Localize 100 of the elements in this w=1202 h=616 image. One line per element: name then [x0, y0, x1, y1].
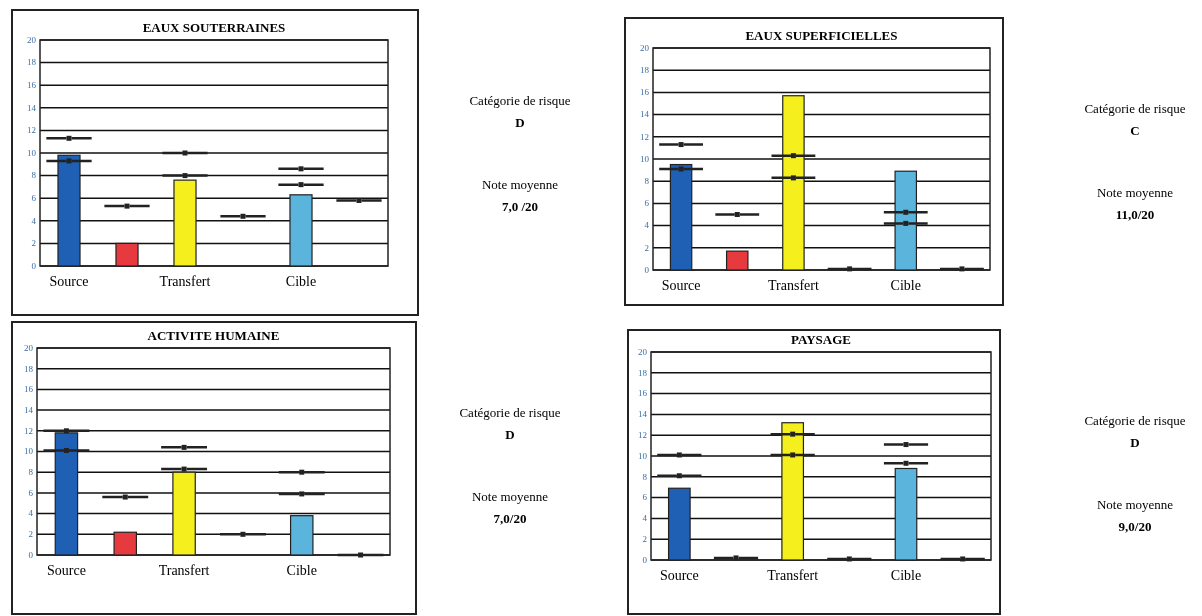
point: [240, 213, 246, 219]
y-tick-label: 0: [28, 549, 34, 560]
y-tick-label: 0: [642, 554, 648, 565]
y-tick-label: 12: [638, 430, 647, 441]
x-tick-label: Source: [659, 568, 699, 583]
point: [734, 212, 740, 217]
y-tick-label: 12: [24, 425, 33, 436]
y-tick-label: 18: [640, 65, 650, 76]
y-tick-label: 8: [28, 467, 34, 478]
chart-title: EAUX SUPERFICIELLES: [745, 28, 898, 43]
y-tick-label: 20: [24, 342, 34, 353]
y-tick-label: 10: [27, 147, 37, 158]
point: [678, 142, 684, 148]
y-tick-label: 14: [640, 109, 650, 120]
y-tick-label: 10: [638, 450, 648, 461]
text: 7,0 /20: [501, 199, 539, 214]
point: [358, 552, 364, 558]
chart-title: ACTIVITE HUMAINE: [147, 328, 280, 343]
y-tick-label: 6: [644, 198, 650, 209]
x-tick-label: Transfert: [159, 274, 211, 289]
point: [903, 460, 909, 466]
x-tick-label: Source: [661, 278, 701, 293]
chart-title: EAUX SOUTERRAINES: [142, 20, 286, 35]
y-tick-label: 14: [24, 404, 34, 415]
text: C: [1130, 123, 1140, 138]
y-tick-label: 6: [31, 193, 37, 204]
text: D: [505, 427, 515, 442]
text: Note moyenne: [1096, 497, 1174, 512]
y-tick-label: 18: [638, 367, 648, 378]
point: [299, 469, 305, 475]
text: D: [1130, 435, 1140, 450]
x-tick-label: Cible: [285, 274, 317, 289]
text: Note moyenne: [1096, 185, 1174, 200]
text: Catégorie de risque: [459, 405, 561, 420]
point: [182, 150, 188, 156]
point: [298, 182, 304, 188]
y-tick-label: 16: [24, 384, 34, 395]
y-tick-label: 16: [640, 87, 650, 98]
y-tick-label: 6: [28, 487, 34, 498]
y-tick-label: 2: [31, 238, 36, 249]
point: [960, 556, 966, 562]
point: [240, 531, 246, 537]
point: [790, 175, 796, 181]
point: [122, 494, 128, 500]
y-tick-label: 8: [31, 170, 37, 181]
point: [63, 428, 69, 434]
y-tick-label: 12: [640, 131, 649, 142]
text: 9,0/20: [1118, 519, 1152, 534]
text: Note moyenne: [471, 489, 549, 504]
point: [181, 444, 187, 450]
y-tick-label: 20: [638, 346, 648, 357]
point: [790, 431, 796, 437]
x-tick-label: Source: [49, 274, 89, 289]
y-tick-label: 20: [27, 34, 37, 45]
point: [182, 173, 188, 179]
point: [678, 166, 684, 172]
point: [903, 209, 909, 215]
y-tick-label: 2: [644, 242, 649, 253]
x-tick-label: Cible: [890, 278, 921, 293]
y-tick-label: 8: [642, 471, 648, 482]
y-tick-label: 4: [31, 215, 37, 226]
point: [676, 473, 682, 479]
point: [846, 556, 852, 562]
chart-title: PAYSAGE: [791, 332, 851, 347]
y-tick-label: 8: [644, 176, 650, 187]
y-tick-label: 18: [24, 363, 34, 374]
text: 11,0/20: [1115, 207, 1155, 222]
x-tick-label: Transfert: [767, 568, 819, 583]
point: [63, 447, 69, 453]
y-tick-label: 12: [27, 125, 36, 136]
point: [733, 555, 739, 561]
point: [959, 266, 965, 272]
text: 7,0/20: [493, 511, 527, 526]
point: [676, 452, 682, 458]
y-tick-label: 20: [640, 42, 650, 53]
y-tick-label: 0: [31, 260, 37, 271]
point: [356, 197, 362, 203]
y-tick-label: 2: [642, 534, 647, 545]
point: [903, 220, 909, 226]
point: [181, 466, 187, 472]
point: [299, 491, 305, 497]
point: [66, 158, 72, 164]
y-tick-label: 0: [644, 264, 650, 275]
text: Note moyenne: [481, 177, 559, 192]
x-tick-label: Transfert: [158, 563, 210, 578]
y-tick-label: 16: [27, 80, 37, 91]
point: [790, 153, 796, 159]
y-tick-label: 6: [642, 492, 648, 503]
y-tick-label: 2: [28, 529, 33, 540]
x-tick-label: Cible: [890, 568, 922, 583]
point: [790, 452, 796, 458]
point: [847, 266, 853, 272]
y-tick-label: 4: [28, 508, 34, 519]
point: [903, 442, 909, 448]
point: [298, 166, 304, 172]
y-tick-label: 16: [638, 388, 648, 399]
point: [66, 135, 72, 141]
point: [124, 203, 130, 209]
text: D: [515, 115, 525, 130]
y-tick-label: 10: [24, 446, 34, 457]
